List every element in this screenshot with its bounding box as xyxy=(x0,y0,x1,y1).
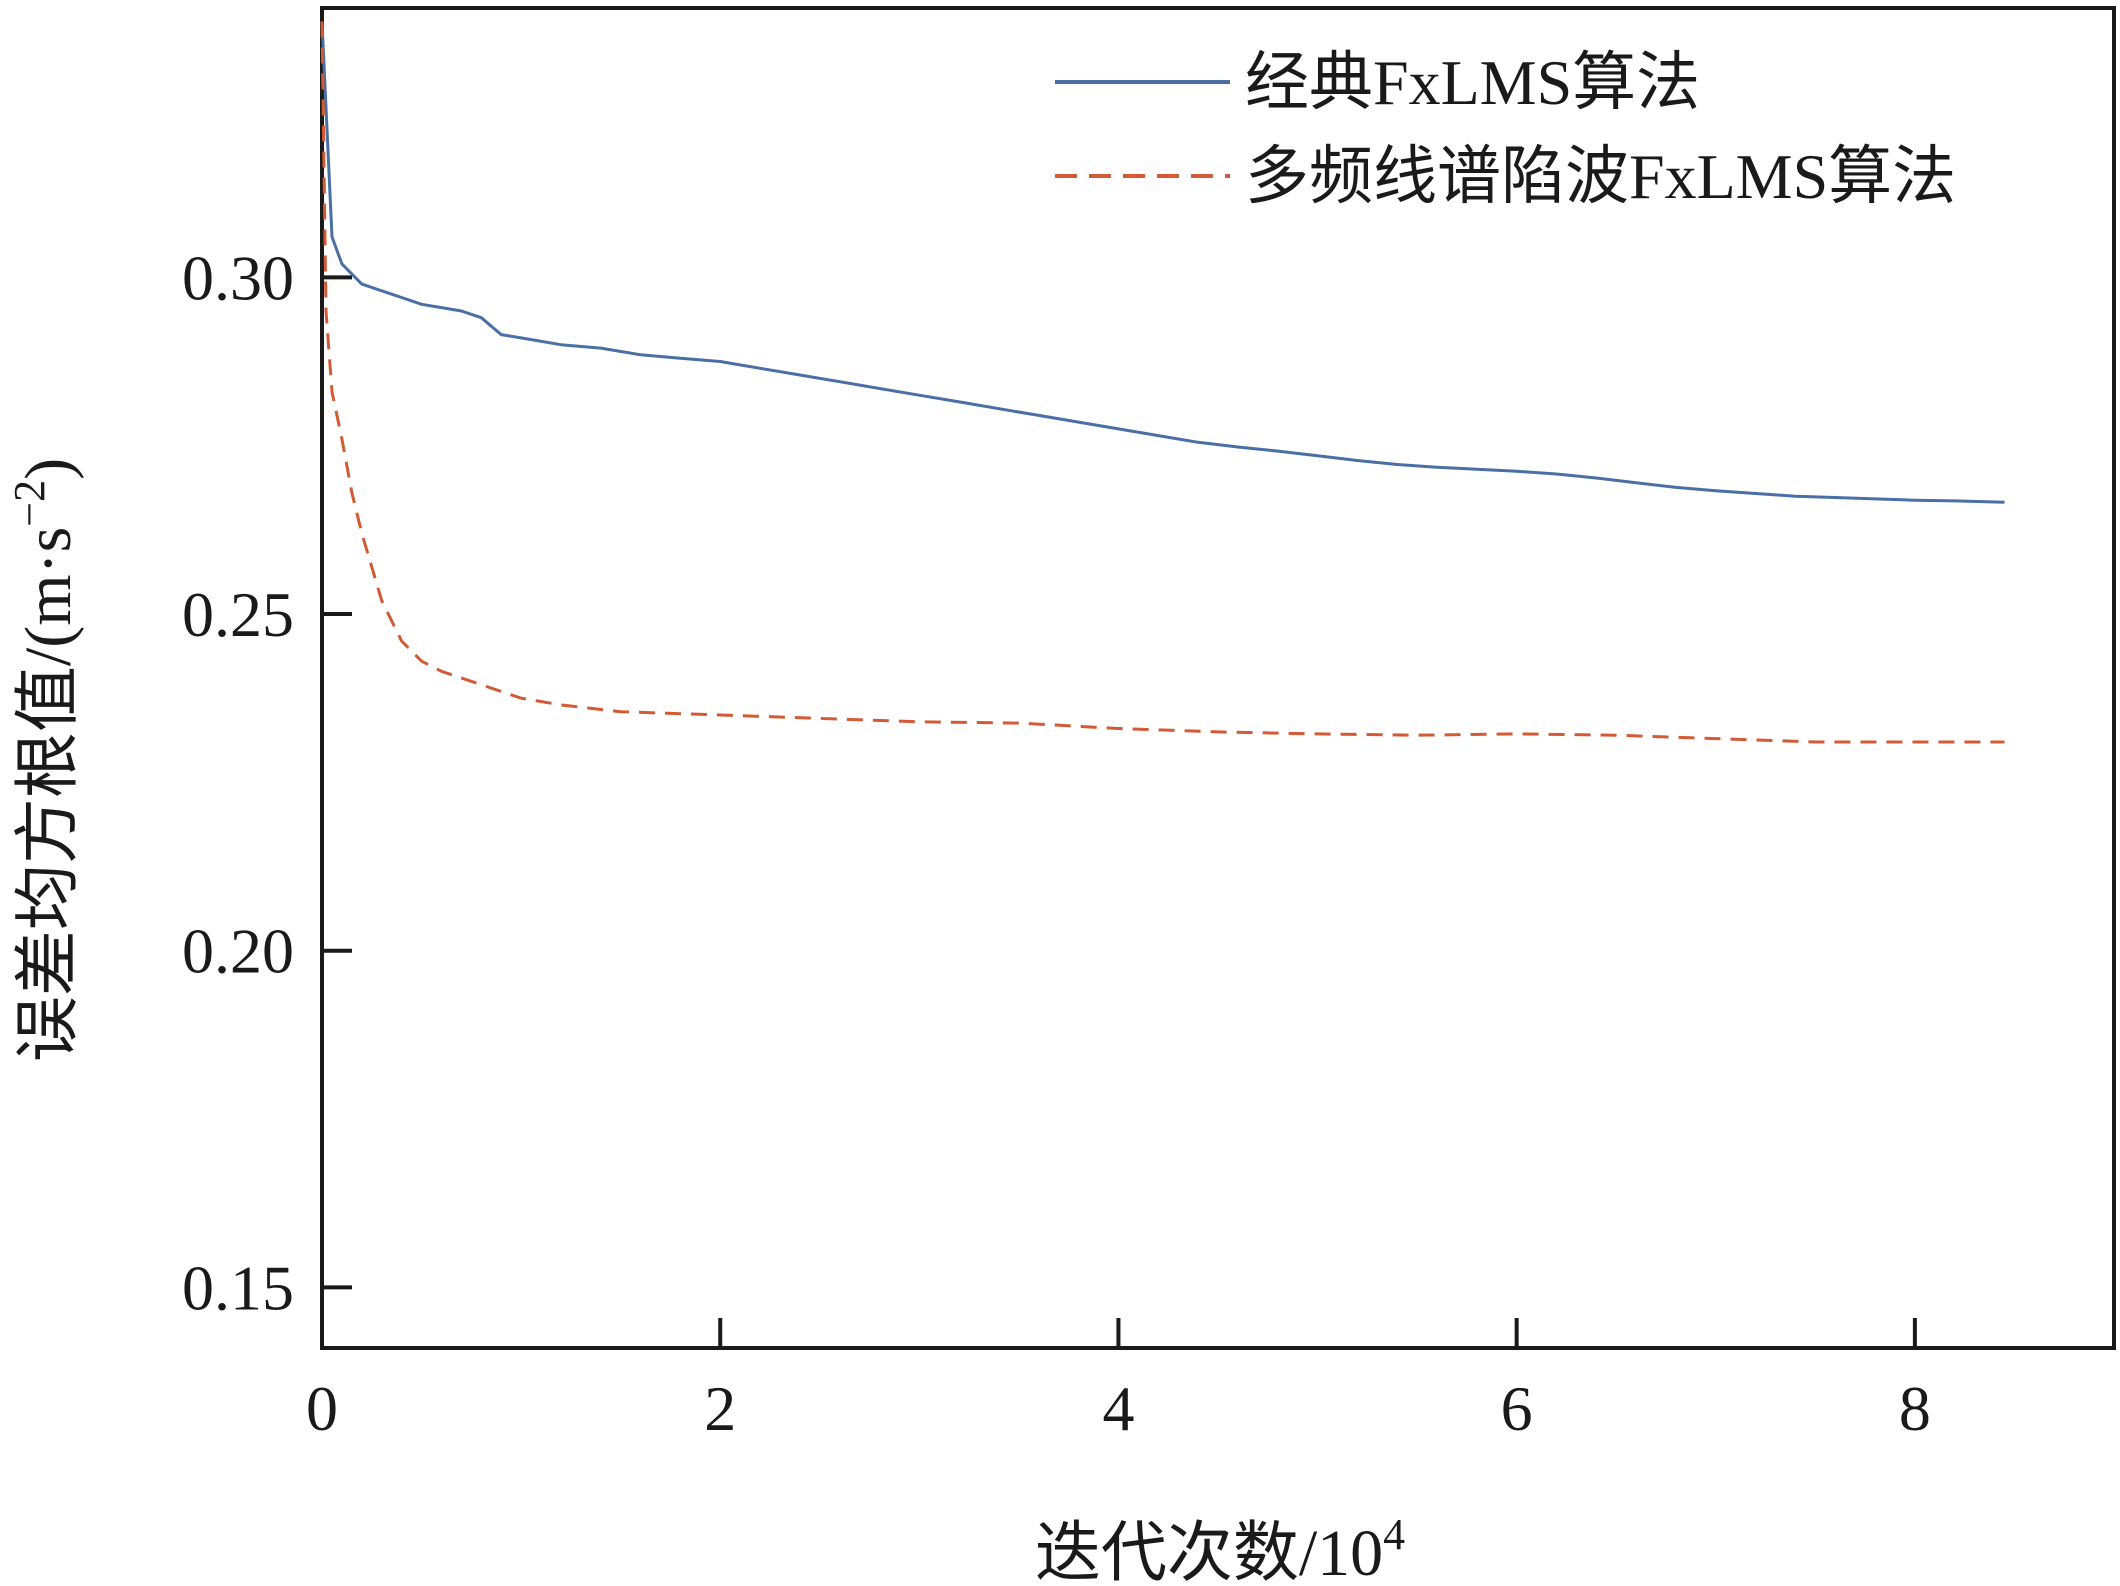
x-tick-label: 2 xyxy=(704,1373,736,1444)
x-axis-ticks: 0 2 4 6 8 xyxy=(306,1318,1931,1444)
x-axis-title: 迭代次数/104 xyxy=(1035,1510,1405,1586)
y-axis-title: 误差均方根值/(m·s−2) xyxy=(5,458,85,1062)
y-axis-ticks: 0.15 0.20 0.25 0.30 xyxy=(182,242,352,1323)
y-axis-title-text: 误差均方根值/(m·s xyxy=(12,527,85,1062)
legend-label-notch: 多频线谱陷波FxLMS算法 xyxy=(1245,141,1956,212)
y-tick-label: 0.20 xyxy=(182,916,294,987)
series-line-notch xyxy=(320,21,2005,744)
y-axis-title-superscript: −2 xyxy=(5,480,54,527)
y-axis-title-close: ) xyxy=(12,458,85,480)
x-axis-title-superscript: 4 xyxy=(1383,1510,1405,1559)
legend-label-classic: 经典FxLMS算法 xyxy=(1245,47,1700,118)
y-tick-label: 0.15 xyxy=(182,1252,294,1323)
x-tick-label: 8 xyxy=(1899,1373,1931,1444)
y-tick-label: 0.30 xyxy=(182,242,294,313)
series-line-classic xyxy=(320,21,2005,504)
x-tick-label: 0 xyxy=(306,1373,338,1444)
legend: 经典FxLMS算法 多频线谱陷波FxLMS算法 xyxy=(1055,47,1956,212)
plot-frame xyxy=(320,6,2116,1350)
x-tick-label: 6 xyxy=(1501,1373,1533,1444)
x-tick-label: 4 xyxy=(1102,1373,1134,1444)
y-tick-label: 0.25 xyxy=(182,579,294,650)
series-lines xyxy=(320,21,2005,744)
x-axis-title-text: 迭代次数/10 xyxy=(1035,1517,1383,1586)
